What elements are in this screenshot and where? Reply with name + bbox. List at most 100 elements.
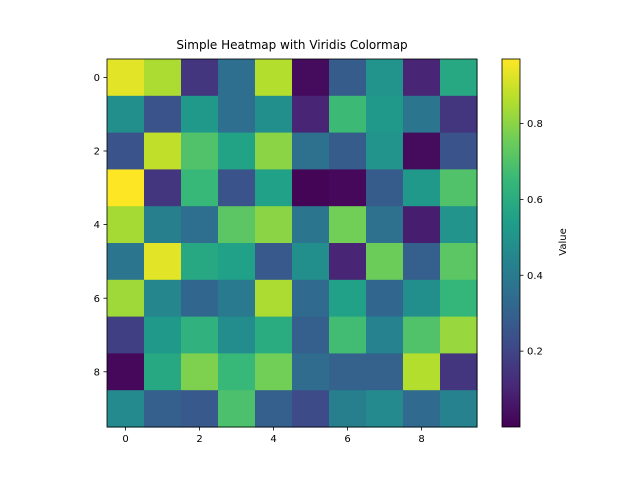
colorbar-label: Value bbox=[558, 228, 569, 255]
heatmap-cell bbox=[144, 243, 182, 281]
heatmap-cell bbox=[329, 353, 367, 391]
x-tick-label: 8 bbox=[418, 434, 424, 445]
heatmap-axes: 0 2 4 6 8 0 2 4 6 8 bbox=[94, 58, 478, 445]
colorbar-tick-label: 0.8 bbox=[527, 119, 543, 130]
heatmap-cell bbox=[181, 316, 219, 354]
colorbar-gradient bbox=[501, 58, 521, 428]
heatmap-cell bbox=[403, 353, 441, 391]
heatmap-cell bbox=[329, 316, 367, 354]
heatmap-cell bbox=[218, 243, 256, 281]
chart-title: Simple Heatmap with Viridis Colormap bbox=[176, 38, 407, 52]
heatmap-cells bbox=[107, 59, 478, 428]
heatmap-cell bbox=[181, 390, 219, 428]
heatmap-cell bbox=[255, 353, 293, 391]
heatmap-cell bbox=[366, 243, 404, 281]
heatmap-cell bbox=[292, 206, 330, 244]
heatmap-cell bbox=[144, 132, 182, 170]
heatmap-cell bbox=[255, 206, 293, 244]
y-tick-label: 2 bbox=[94, 147, 100, 158]
heatmap-cell bbox=[181, 353, 219, 391]
heatmap-cell bbox=[218, 390, 256, 428]
heatmap-cell bbox=[292, 390, 330, 428]
x-tick-label: 6 bbox=[344, 434, 350, 445]
heatmap-cell bbox=[440, 243, 478, 281]
heatmap-cell bbox=[255, 132, 293, 170]
heatmap-cell bbox=[403, 279, 441, 318]
heatmap-cell bbox=[329, 206, 367, 244]
heatmap-cell bbox=[107, 206, 145, 244]
heatmap-cell bbox=[403, 316, 441, 354]
heatmap-cell bbox=[255, 169, 293, 207]
heatmap-cell bbox=[255, 59, 293, 97]
heatmap-cell bbox=[107, 169, 145, 207]
heatmap-cell bbox=[107, 95, 145, 134]
heatmap-cell bbox=[292, 243, 330, 281]
heatmap-cell bbox=[107, 132, 145, 170]
heatmap-cell bbox=[440, 390, 478, 428]
heatmap-cell bbox=[292, 169, 330, 207]
heatmap-cell bbox=[218, 59, 256, 97]
heatmap-cell bbox=[181, 206, 219, 244]
heatmap-cell bbox=[181, 95, 219, 134]
heatmap-cell bbox=[329, 390, 367, 428]
heatmap-cell bbox=[107, 353, 145, 391]
heatmap-cell bbox=[403, 59, 441, 97]
heatmap-cell bbox=[366, 316, 404, 354]
heatmap-cell bbox=[366, 206, 404, 244]
heatmap-cell bbox=[292, 132, 330, 170]
colorbar: 0.2 0.4 0.6 0.8 bbox=[501, 58, 543, 428]
heatmap-cell bbox=[440, 95, 478, 134]
heatmap-cell bbox=[181, 169, 219, 207]
heatmap-cell bbox=[144, 316, 182, 354]
heatmap-cell bbox=[440, 279, 478, 318]
heatmap-cell bbox=[292, 279, 330, 318]
heatmap-cell bbox=[218, 169, 256, 207]
heatmap-cell bbox=[366, 390, 404, 428]
heatmap-cell bbox=[366, 132, 404, 170]
heatmap-cell bbox=[144, 95, 182, 134]
heatmap-cell bbox=[329, 95, 367, 134]
heatmap-cell bbox=[440, 206, 478, 244]
heatmap-cell bbox=[107, 390, 145, 428]
heatmap-cell bbox=[329, 132, 367, 170]
heatmap-cell bbox=[107, 59, 145, 97]
heatmap-cell bbox=[181, 279, 219, 318]
heatmap-cell bbox=[403, 243, 441, 281]
heatmap-cell bbox=[144, 169, 182, 207]
y-tick-label: 4 bbox=[94, 220, 100, 231]
heatmap-cell bbox=[366, 59, 404, 97]
heatmap-cell bbox=[292, 353, 330, 391]
heatmap-cell bbox=[255, 243, 293, 281]
colorbar-tick-label: 0.4 bbox=[527, 271, 543, 282]
y-tick-label: 8 bbox=[94, 367, 100, 378]
heatmap-cell bbox=[329, 59, 367, 97]
heatmap-cell bbox=[218, 279, 256, 318]
heatmap-cell bbox=[329, 169, 367, 207]
colorbar-tick-label: 0.6 bbox=[527, 195, 543, 206]
heatmap-cell bbox=[218, 316, 256, 354]
heatmap-cell bbox=[292, 59, 330, 97]
x-tick-label: 4 bbox=[270, 434, 276, 445]
heatmap-cell bbox=[403, 95, 441, 134]
heatmap-cell bbox=[218, 206, 256, 244]
x-tick-label: 2 bbox=[196, 434, 202, 445]
heatmap-cell bbox=[218, 132, 256, 170]
heatmap-cell bbox=[218, 95, 256, 134]
x-tick-label: 0 bbox=[122, 434, 128, 445]
heatmap-cell bbox=[403, 206, 441, 244]
y-tick-label: 6 bbox=[94, 294, 100, 305]
heatmap-cell bbox=[255, 316, 293, 354]
heatmap-cell bbox=[329, 243, 367, 281]
heatmap-cell bbox=[292, 95, 330, 134]
heatmap-cell bbox=[218, 353, 256, 391]
heatmap-cell bbox=[366, 95, 404, 134]
heatmap-cell bbox=[366, 169, 404, 207]
heatmap-cell bbox=[366, 353, 404, 391]
heatmap-cell bbox=[329, 279, 367, 318]
heatmap-cell bbox=[440, 169, 478, 207]
heatmap-cell bbox=[107, 279, 145, 318]
axes-frame bbox=[106, 58, 478, 428]
heatmap-cell bbox=[440, 316, 478, 354]
heatmap-cell bbox=[144, 353, 182, 391]
